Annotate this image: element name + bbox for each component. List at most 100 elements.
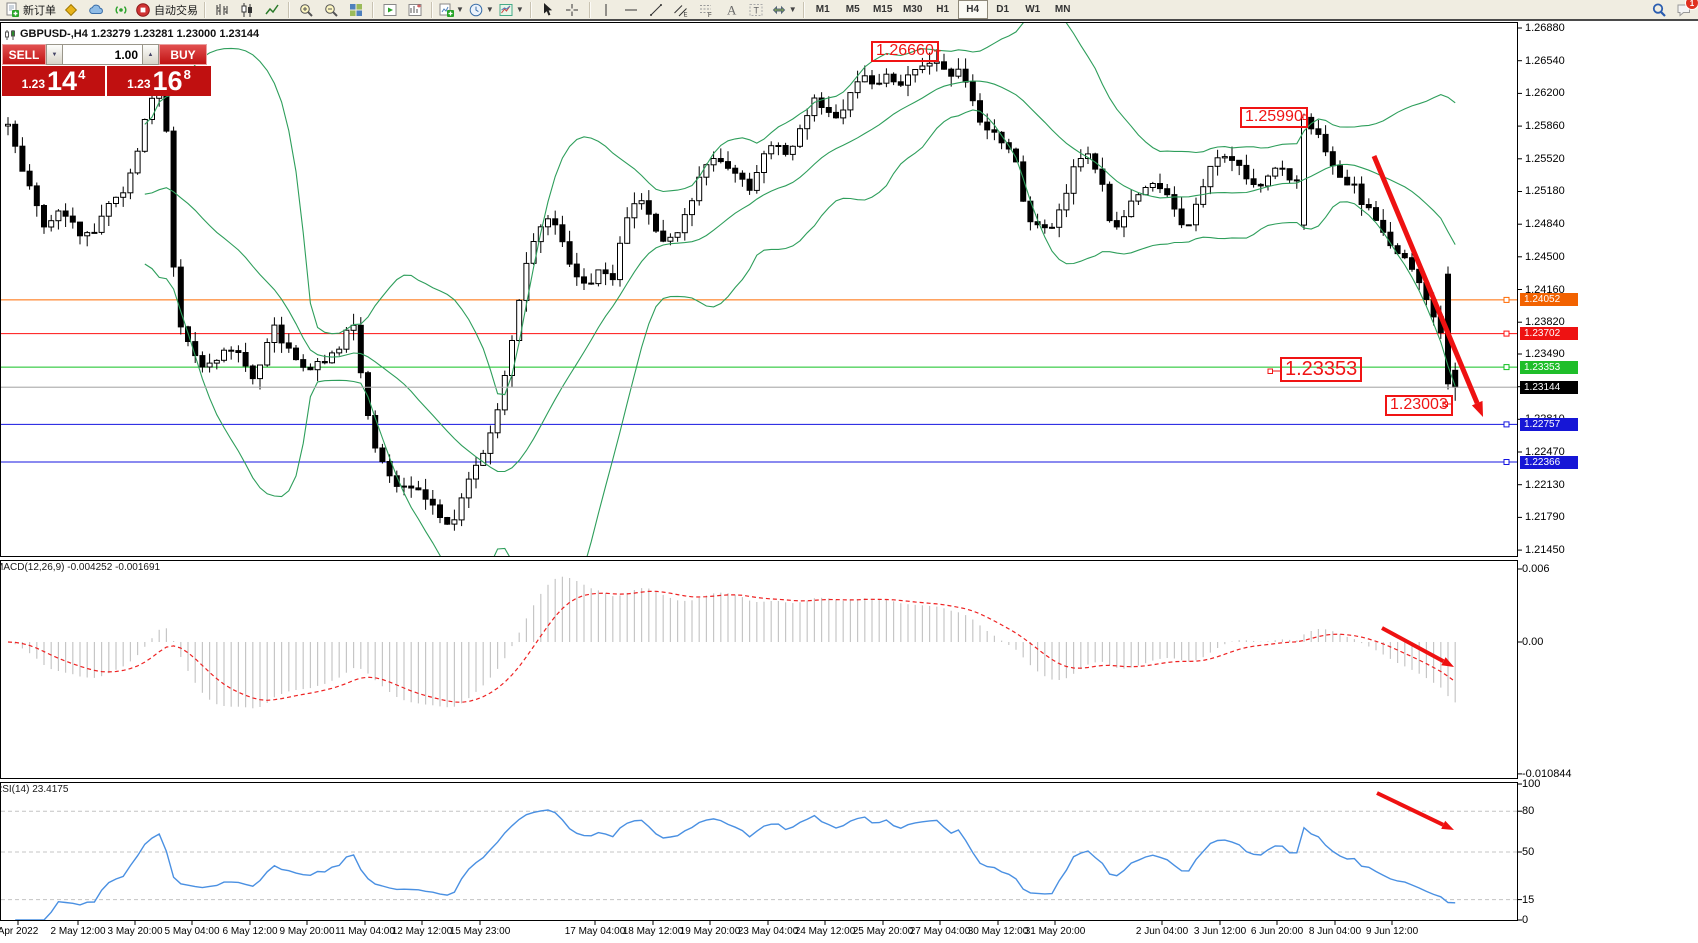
macd-tick: -0.010844 — [1522, 768, 1572, 780]
profiles-button[interactable]: ▼ — [466, 0, 496, 20]
time-axis-label: 23 May 04:00 — [737, 926, 799, 937]
candlestick-chart-button[interactable] — [234, 0, 259, 20]
buy-price-prefix: 1.23 — [127, 77, 151, 91]
price-tick: 1.26200 — [1525, 87, 1565, 99]
text-button[interactable]: A — [719, 0, 744, 20]
sell-price[interactable]: 1.23 14 4 — [2, 66, 105, 96]
arrows-button[interactable]: ▼ — [769, 0, 799, 20]
timeframe-button-m1[interactable]: M1 — [815, 4, 830, 15]
sell-button[interactable]: SELL — [2, 44, 46, 65]
trendline-button[interactable] — [644, 0, 669, 20]
timeframe-button-m30[interactable]: M30 — [902, 4, 923, 15]
chevron-down-icon[interactable]: ▼ — [456, 5, 464, 14]
time-axis-label: 17 May 04:00 — [564, 926, 626, 937]
timeframe-button-m5[interactable]: M5 — [845, 4, 860, 15]
timeframe-button-mn[interactable]: MN — [1054, 4, 1071, 15]
timeframe-button-h4[interactable]: H4 — [957, 0, 988, 19]
price-tick: 1.24840 — [1525, 218, 1565, 230]
panel-frames — [0, 22, 1518, 921]
tile-windows-button[interactable] — [343, 0, 368, 20]
time-axis-label: 3 Jun 12:00 — [1193, 926, 1247, 937]
buy-price-sup: 8 — [183, 67, 191, 82]
timeframe-button-d1[interactable]: D1 — [996, 4, 1010, 15]
time-axis-label: 27 May 04:00 — [909, 926, 971, 937]
price-level-label: 1.22366 — [1520, 456, 1578, 469]
time-axis-label: 25 May 20:00 — [852, 926, 914, 937]
price-tick: 1.22470 — [1525, 446, 1565, 458]
bars-icon — [214, 2, 230, 18]
buy-price-big: 16 — [152, 66, 183, 96]
low-annotation: 1.23003 — [1385, 395, 1453, 416]
timeframe-button-w1[interactable]: W1 — [1025, 4, 1041, 15]
new-chart-button[interactable]: ▼ — [436, 0, 466, 20]
search-button[interactable] — [1646, 0, 1671, 20]
price-tick: 1.23820 — [1525, 316, 1565, 328]
bar-chart-button[interactable] — [209, 0, 234, 20]
price-level-label: 1.23144 — [1520, 381, 1578, 394]
price-level-label: 1.22757 — [1520, 418, 1578, 431]
svg-text:E: E — [684, 12, 688, 18]
zoom-in-icon — [298, 2, 314, 18]
time-axis-label: 31 May 20:00 — [1024, 926, 1086, 937]
macd-tick: 0.00 — [1522, 636, 1544, 648]
macd-label: MACD(12,26,9) -0.004252 -0.001691 — [0, 562, 161, 573]
zoom-in-button[interactable] — [293, 0, 318, 20]
toolbar-separator — [372, 1, 373, 18]
auto-scroll-button[interactable] — [377, 0, 402, 20]
hline-icon — [623, 2, 639, 18]
mql5-community-button[interactable] — [83, 0, 108, 20]
timeframe-button-h1[interactable]: H1 — [936, 4, 950, 15]
timeframe-button-m15[interactable]: M15 — [872, 4, 893, 15]
metaeditor-button[interactable] — [58, 0, 83, 20]
volume-increase-button[interactable]: ▲ — [142, 44, 159, 65]
bollinger-bands — [144, 23, 1456, 556]
svg-text:T: T — [754, 5, 760, 15]
cursor-icon — [539, 2, 555, 18]
toolbar-separator — [802, 1, 804, 18]
new-order-button[interactable]: 新订单 — [2, 0, 58, 20]
rsi-tick: 50 — [1522, 846, 1535, 858]
price-tick: 1.25520 — [1525, 153, 1565, 165]
support-annotation: 1.23353 — [1280, 357, 1363, 382]
equidistant-channel-button[interactable]: E — [669, 0, 694, 20]
fibonacci-button[interactable]: F — [694, 0, 719, 20]
tiles-icon — [348, 2, 364, 18]
cursor-button[interactable] — [535, 0, 560, 20]
text-label-button[interactable]: T — [744, 0, 769, 20]
buy-price[interactable]: 1.23 16 8 — [107, 66, 211, 96]
channel-icon: E — [673, 2, 689, 18]
autotrade-icon — [135, 2, 151, 18]
chat-button[interactable]: 1 — [1671, 0, 1698, 20]
zoom-out-button[interactable] — [318, 0, 343, 20]
crosshair-button[interactable] — [560, 0, 585, 20]
candles-icon — [239, 2, 255, 18]
linechart-icon — [264, 2, 280, 18]
autotrading-button[interactable]: 自动交易 — [133, 0, 200, 20]
signals-button[interactable] — [108, 0, 133, 20]
volume-decrease-button[interactable]: ▼ — [46, 44, 63, 65]
toolbar-separator — [288, 1, 289, 18]
time-axis-label: 19 May 20:00 — [679, 926, 741, 937]
line-chart-button[interactable] — [259, 0, 284, 20]
crosshair-icon — [564, 2, 580, 18]
rsi-tick: 15 — [1522, 894, 1535, 906]
search-icon — [1651, 2, 1667, 18]
chart-properties-button[interactable]: ▼ — [496, 0, 526, 20]
chevron-down-icon[interactable]: ▼ — [515, 5, 524, 14]
chevron-down-icon[interactable]: ▼ — [788, 5, 797, 14]
volume-input[interactable] — [63, 44, 142, 65]
buy-button[interactable]: BUY — [159, 44, 207, 65]
price-tick: 1.23490 — [1525, 348, 1565, 360]
chart-shift-button[interactable] — [402, 0, 427, 20]
chevron-down-icon[interactable]: ▼ — [485, 5, 494, 14]
chart-icon — [5, 30, 15, 40]
rsi-tick: 0 — [1522, 914, 1529, 926]
new-order-button-label: 新订单 — [23, 4, 56, 17]
price-tick: 1.26880 — [1525, 22, 1565, 34]
horizontal-line-button[interactable] — [619, 0, 644, 20]
zoom-out-icon — [323, 2, 339, 18]
axis-tick-marks — [17, 27, 1522, 925]
vertical-line-button[interactable] — [594, 0, 619, 20]
